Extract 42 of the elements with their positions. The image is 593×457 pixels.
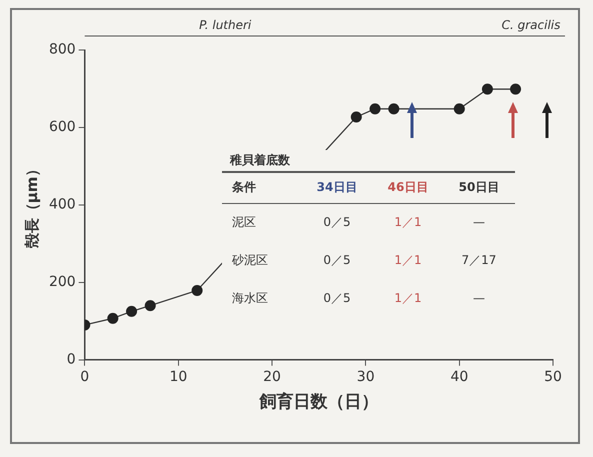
annotation: 条件 (231, 179, 257, 196)
point (350, 111, 362, 122)
annotation: — (472, 214, 486, 232)
annotation: — (472, 290, 486, 307)
point (126, 306, 138, 317)
annotation: 7／17 (460, 252, 498, 268)
annotation: 海水区 (231, 290, 269, 306)
point (107, 312, 118, 324)
annotation: 泥区 (231, 214, 257, 231)
x-tick-label: 50 (544, 368, 562, 385)
x-tick-label: 10 (169, 368, 188, 385)
point (482, 84, 493, 95)
annotation: 46日目 (386, 179, 430, 196)
annotation: 稚貝着底数 (222, 150, 515, 173)
text: C. gracilis (502, 18, 560, 32)
annotation: 砂泥区 (231, 252, 269, 268)
annotation: 1／1 (393, 214, 423, 231)
y-axis-title: 殻長（μm） (22, 162, 41, 250)
point (144, 300, 156, 312)
x-axis-title: 飼育日数（日） (258, 391, 378, 412)
y-tick-label: 400 (48, 196, 76, 213)
annotation: 0／5 (322, 290, 352, 306)
point (370, 103, 381, 114)
y-tick-label: 0 (66, 351, 76, 368)
annotation: 50日目 (458, 179, 500, 196)
y-tick-label: 200 (48, 274, 76, 290)
annotation: 0／5 (322, 252, 352, 268)
y-tick-label: 600 (48, 119, 76, 136)
point (388, 103, 400, 114)
annotation: 0／5 (322, 214, 352, 231)
x-tick-label: 20 (263, 368, 281, 385)
x-tick-label: 40 (450, 368, 468, 385)
annotation: 34日目 (316, 179, 358, 196)
annotation: 1／1 (393, 290, 423, 306)
x-tick-label: 0 (80, 368, 90, 385)
point (192, 284, 203, 296)
x-tick-label: 30 (356, 368, 375, 385)
point (454, 103, 465, 114)
annotation: 1／1 (393, 252, 423, 268)
text: P. lutheri (199, 18, 252, 32)
point (510, 84, 522, 95)
y-tick-label: 800 (48, 42, 76, 58)
